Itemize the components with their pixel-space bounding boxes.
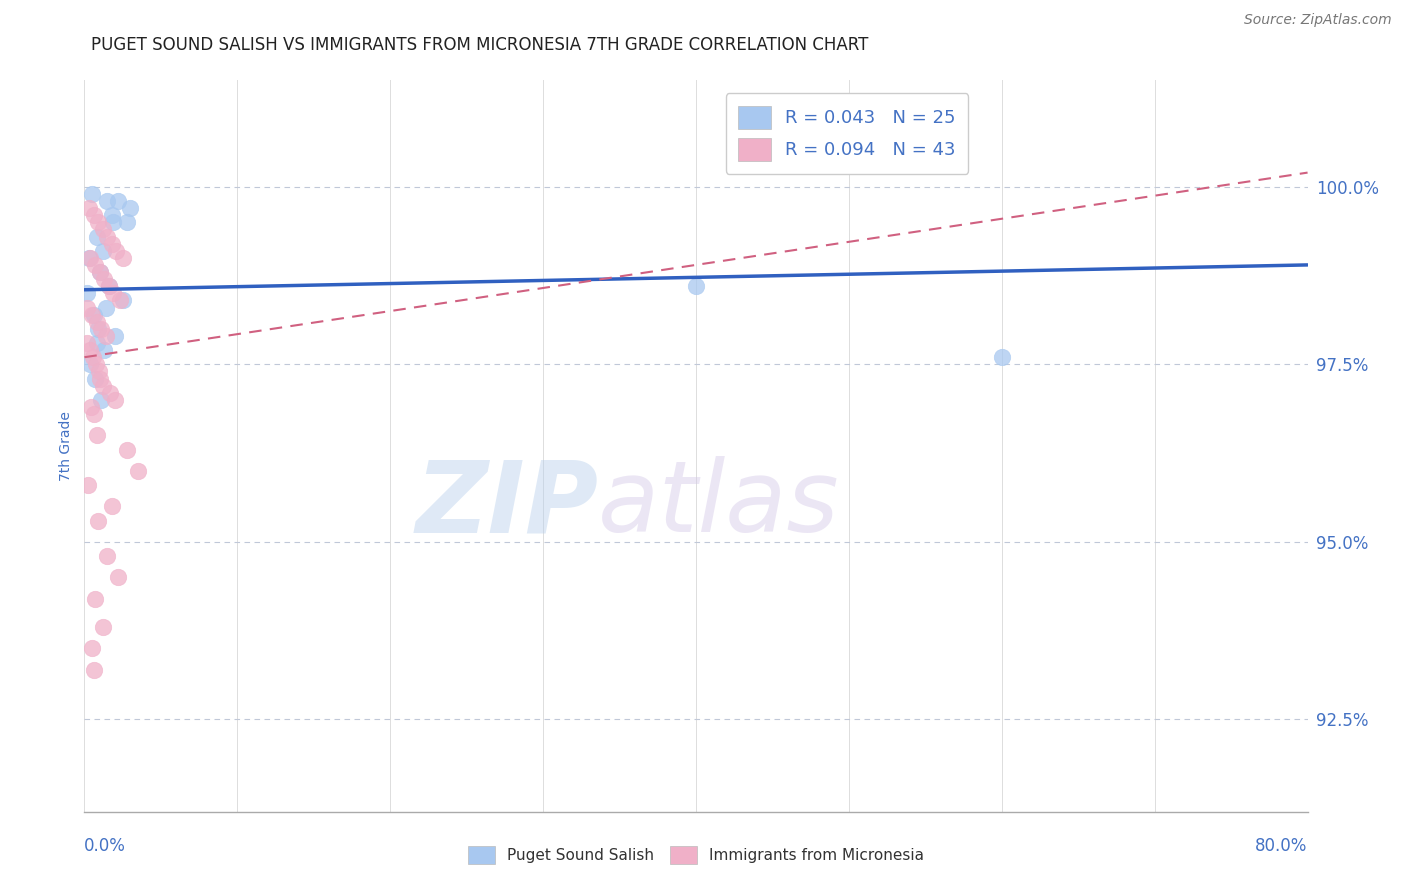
Point — [103, 286, 125, 301]
Point — [91, 620, 114, 634]
Point — [93, 378, 115, 392]
Point — [96, 549, 118, 563]
Point — [82, 350, 104, 364]
Point — [86, 315, 108, 329]
Point — [76, 336, 98, 351]
Point — [107, 194, 129, 208]
Point — [105, 244, 128, 258]
Point — [98, 385, 121, 400]
Point — [90, 322, 112, 336]
Point — [87, 514, 110, 528]
Point — [107, 570, 129, 584]
Point — [96, 229, 118, 244]
Point — [97, 279, 120, 293]
Point — [86, 428, 108, 442]
Point — [77, 251, 100, 265]
Text: atlas: atlas — [598, 456, 839, 553]
Point — [79, 251, 101, 265]
Point — [91, 244, 114, 258]
Point — [83, 308, 105, 322]
Point — [83, 663, 105, 677]
Point — [90, 392, 112, 407]
Point — [84, 357, 107, 371]
Point — [89, 265, 111, 279]
Text: 0.0%: 0.0% — [84, 837, 127, 855]
Text: 80.0%: 80.0% — [1256, 837, 1308, 855]
Point — [104, 392, 127, 407]
Point — [93, 343, 115, 358]
Point — [76, 301, 98, 315]
Point — [79, 343, 101, 358]
Point — [101, 500, 124, 514]
Point — [101, 208, 124, 222]
Text: Source: ZipAtlas.com: Source: ZipAtlas.com — [1244, 13, 1392, 28]
Point — [94, 301, 117, 315]
Point — [77, 478, 100, 492]
Point — [80, 400, 103, 414]
Point — [84, 258, 107, 272]
Point — [104, 329, 127, 343]
Point — [94, 329, 117, 343]
Point — [103, 215, 125, 229]
Point — [108, 293, 131, 308]
Point — [97, 279, 120, 293]
Point — [111, 251, 134, 265]
Point — [685, 279, 707, 293]
Point — [87, 322, 110, 336]
Point — [84, 591, 107, 606]
Point — [89, 371, 111, 385]
Y-axis label: 7th Grade: 7th Grade — [59, 411, 73, 481]
Point — [120, 201, 142, 215]
Point — [79, 357, 101, 371]
Point — [77, 201, 100, 215]
Point — [76, 286, 98, 301]
Point — [93, 272, 115, 286]
Point — [83, 208, 105, 222]
Point — [101, 236, 124, 251]
Point — [87, 364, 110, 378]
Point — [80, 308, 103, 322]
Point — [991, 350, 1014, 364]
Point — [80, 641, 103, 656]
Text: ZIP: ZIP — [415, 456, 598, 553]
Point — [80, 186, 103, 201]
Point — [127, 464, 149, 478]
Point — [96, 194, 118, 208]
Point — [86, 229, 108, 244]
Point — [84, 371, 107, 385]
Point — [115, 215, 138, 229]
Point — [115, 442, 138, 457]
Point — [87, 215, 110, 229]
Point — [91, 222, 114, 236]
Text: PUGET SOUND SALISH VS IMMIGRANTS FROM MICRONESIA 7TH GRADE CORRELATION CHART: PUGET SOUND SALISH VS IMMIGRANTS FROM MI… — [91, 36, 869, 54]
Point — [111, 293, 134, 308]
Point — [89, 265, 111, 279]
Point — [86, 336, 108, 351]
Legend: Puget Sound Salish, Immigrants from Micronesia: Puget Sound Salish, Immigrants from Micr… — [461, 840, 931, 870]
Point — [83, 407, 105, 421]
